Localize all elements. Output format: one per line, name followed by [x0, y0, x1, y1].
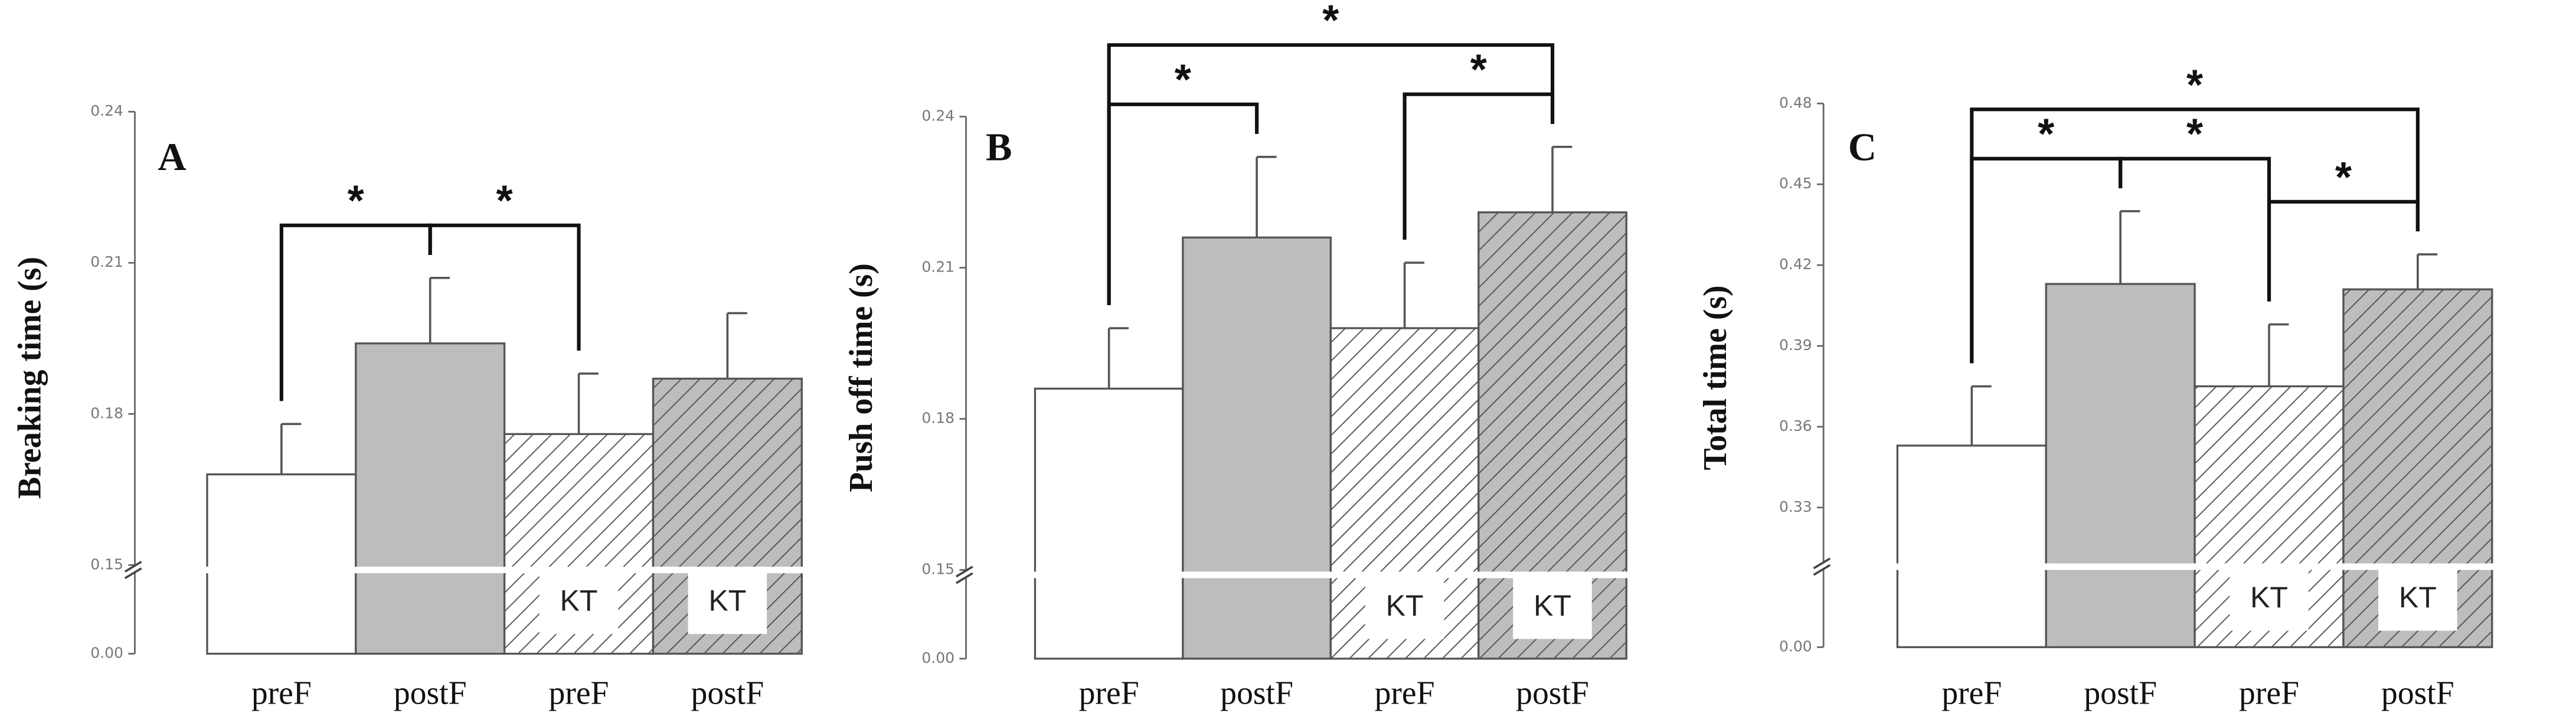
inner-label: KT: [2399, 581, 2437, 614]
significance-bracket: [2119, 156, 2271, 302]
bar: [206, 473, 357, 655]
y-axis-title: Push off time (s): [843, 263, 880, 492]
panel-label: C: [1848, 125, 1877, 169]
inner-label-box: [1513, 576, 1592, 639]
error-bar: [1970, 385, 1992, 446]
significance-label: *: [2335, 154, 2352, 201]
y-tick-label: 0.00: [921, 649, 954, 666]
axis-break-mark: [124, 561, 142, 580]
inner-label: KT: [2250, 581, 2288, 614]
significance-bracket: [2267, 200, 2420, 302]
inner-label: KT: [708, 584, 746, 617]
significance-label: *: [1322, 0, 1339, 44]
panel-label: A: [158, 135, 186, 179]
inner-label-box: [688, 571, 767, 635]
y-tick-label: 0.00: [1779, 637, 1812, 655]
y-tick-label: 0.21: [90, 253, 123, 270]
inner-label-box: [1365, 576, 1444, 639]
y-tick-label: 0.33: [1779, 498, 1812, 515]
y-tick-label: 0.24: [921, 107, 954, 125]
error-bar: [1107, 327, 1129, 389]
y-tick-label: 0.24: [90, 102, 123, 119]
x-tick-label: postF: [691, 675, 764, 712]
significance-label: *: [496, 178, 514, 225]
axis-break: [953, 571, 1633, 578]
error-bar: [1403, 261, 1424, 329]
y-tick-label: 0.48: [1779, 94, 1812, 111]
axis-break: [1810, 563, 2499, 570]
error-bar: [429, 277, 450, 344]
y-tick-label: 0.00: [90, 645, 123, 662]
y-tick-label: 0.15: [921, 561, 954, 578]
x-tick-label: preF: [1079, 675, 1139, 712]
significance-bracket: [1107, 43, 1555, 306]
y-tick-label: 0.21: [921, 259, 954, 276]
bar: [2045, 283, 2196, 649]
inner-label: KT: [1386, 589, 1424, 622]
x-tick-label: postF: [1220, 675, 1293, 712]
inner-label: KT: [1534, 589, 1571, 622]
significance-bracket: [1970, 107, 2420, 364]
y-tick-label: 0.45: [1779, 175, 1812, 192]
inner-label-box: [539, 571, 619, 635]
error-bar: [1551, 145, 1573, 212]
panel-label: B: [986, 125, 1012, 169]
error-bar: [1256, 156, 1277, 238]
x-tick-label: postF: [2381, 675, 2454, 712]
x-tick-label: postF: [394, 675, 467, 712]
bar: [1034, 387, 1184, 660]
x-tick-label: postF: [2084, 675, 2157, 712]
x-tick-label: preF: [1941, 675, 2002, 712]
error-bar: [726, 312, 747, 379]
error-bar: [2119, 210, 2140, 284]
inner-label: KT: [560, 584, 598, 617]
bar: [355, 342, 506, 655]
bar: [1896, 444, 2047, 649]
significance-label: *: [348, 178, 365, 225]
error-bar: [280, 423, 302, 475]
significance-label: *: [2186, 61, 2204, 109]
y-axis-title: Breaking time (s): [12, 257, 48, 499]
inner-label-box: [2230, 568, 2309, 631]
axis-break: [122, 567, 809, 574]
axis-break-mark: [1813, 557, 1831, 576]
significance-label: *: [1175, 57, 1192, 104]
y-tick-label: 0.18: [90, 404, 123, 421]
significance-label: *: [2038, 111, 2055, 158]
y-tick-label: 0.18: [921, 410, 954, 427]
error-bar: [2417, 253, 2438, 290]
x-tick-label: postF: [1516, 675, 1589, 712]
axis-break-mark: [955, 565, 973, 584]
inner-label-box: [2378, 568, 2457, 631]
y-tick-label: 0.15: [90, 555, 123, 573]
error-bar: [577, 372, 599, 434]
y-tick-label: 0.36: [1779, 417, 1812, 434]
x-tick-label: preF: [549, 675, 609, 712]
error-bar: [2268, 323, 2289, 387]
bar: [1182, 236, 1332, 660]
y-tick-label: 0.42: [1779, 256, 1812, 273]
x-tick-label: preF: [251, 675, 312, 712]
y-tick-label: 0.39: [1779, 336, 1812, 354]
x-tick-label: preF: [2239, 675, 2299, 712]
significance-label: *: [2186, 111, 2204, 158]
x-tick-label: preF: [1375, 675, 1435, 712]
y-axis-title: Total time (s): [1697, 285, 1734, 470]
significance-bracket: [428, 223, 581, 351]
significance-label: *: [1470, 47, 1488, 94]
